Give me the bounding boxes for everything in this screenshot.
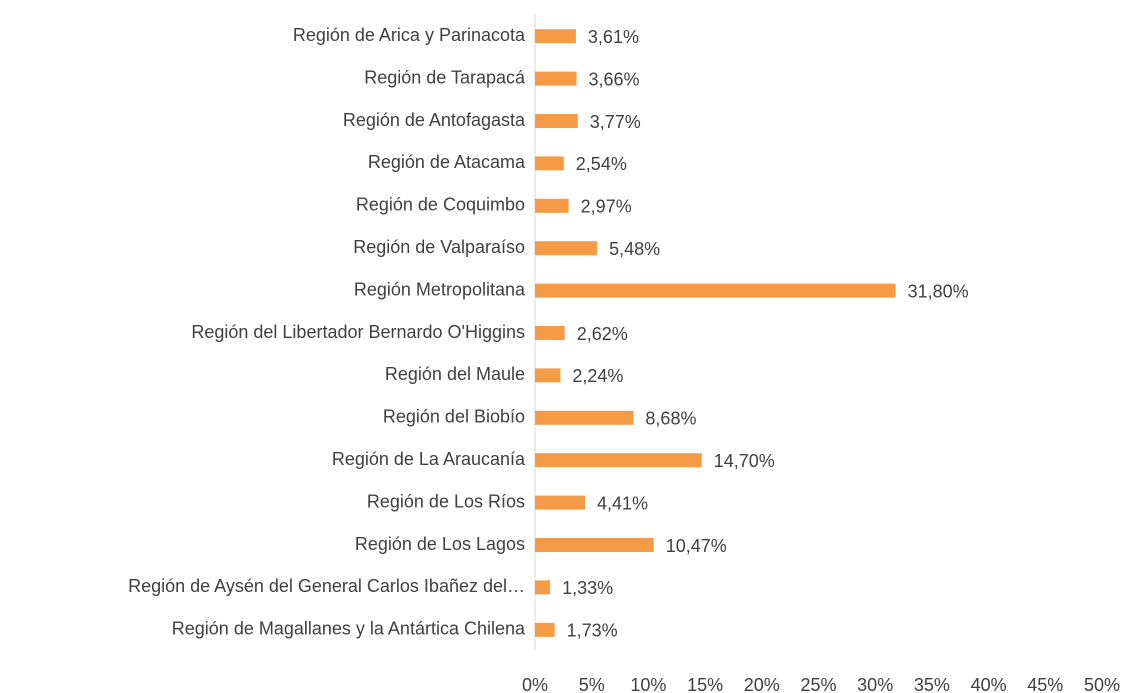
data-label: 14,70% <box>714 451 775 471</box>
bar <box>535 580 551 595</box>
data-label: 5,48% <box>609 239 660 259</box>
bar <box>535 495 586 510</box>
y-tick-label: Región de La Araucanía <box>332 449 526 469</box>
data-label: 8,68% <box>645 409 696 429</box>
x-tick-label: 15% <box>687 675 723 693</box>
y-tick-label: Región de Atacama <box>368 152 526 172</box>
y-tick-label: Región del Biobío <box>383 407 525 427</box>
data-label: 4,41% <box>597 493 648 513</box>
y-tick-label: Región de Tarapacá <box>364 67 526 87</box>
y-tick-label: Región de Los Lagos <box>355 534 525 554</box>
data-label: 2,62% <box>577 324 628 344</box>
bar <box>535 71 577 86</box>
data-label: 2,24% <box>572 366 623 386</box>
bar <box>535 368 561 383</box>
data-label: 2,97% <box>581 197 632 217</box>
data-label: 31,80% <box>908 281 969 301</box>
y-tick-label: Región de Valparaíso <box>353 237 525 257</box>
data-label: 10,47% <box>666 536 727 556</box>
data-label: 1,33% <box>562 578 613 598</box>
x-tick-label: 25% <box>800 675 836 693</box>
y-tick-label: Región de Coquimbo <box>356 195 525 215</box>
data-label: 3,66% <box>589 69 640 89</box>
y-tick-label: Región de Magallanes y la Antártica Chil… <box>172 619 526 639</box>
x-tick-label: 35% <box>914 675 950 693</box>
bar <box>535 114 578 128</box>
x-tick-label: 0% <box>522 675 548 693</box>
y-tick-label: Región de Arica y Parinacota <box>293 25 526 45</box>
data-label: 3,61% <box>588 27 639 47</box>
bar <box>535 326 565 340</box>
x-tick-label: 5% <box>579 675 605 693</box>
x-tick-label: 20% <box>744 675 780 693</box>
y-tick-label: Región Metropolitana <box>354 279 526 299</box>
bar <box>535 453 702 468</box>
bar <box>535 241 598 256</box>
x-tick-label: 30% <box>857 675 893 693</box>
bar <box>535 622 555 637</box>
y-tick-label: Región de Aysén del General Carlos Ibañe… <box>128 576 525 596</box>
x-tick-label: 45% <box>1027 675 1063 693</box>
data-label: 3,77% <box>590 112 641 132</box>
y-tick-label: Región del Libertador Bernardo O'Higgins <box>191 322 525 342</box>
bar <box>535 156 564 171</box>
bar <box>535 410 634 425</box>
bar <box>535 198 569 213</box>
x-tick-label: 40% <box>971 675 1007 693</box>
bar <box>535 283 896 298</box>
data-label: 1,73% <box>567 621 618 641</box>
x-tick-label: 50% <box>1084 675 1120 693</box>
y-tick-label: Región de Antofagasta <box>343 110 526 130</box>
y-tick-label: Región del Maule <box>385 364 525 384</box>
y-tick-label: Región de Los Ríos <box>367 491 525 511</box>
bar <box>535 29 576 44</box>
bar <box>535 538 654 552</box>
data-label: 2,54% <box>576 154 627 174</box>
x-tick-label: 10% <box>630 675 666 693</box>
